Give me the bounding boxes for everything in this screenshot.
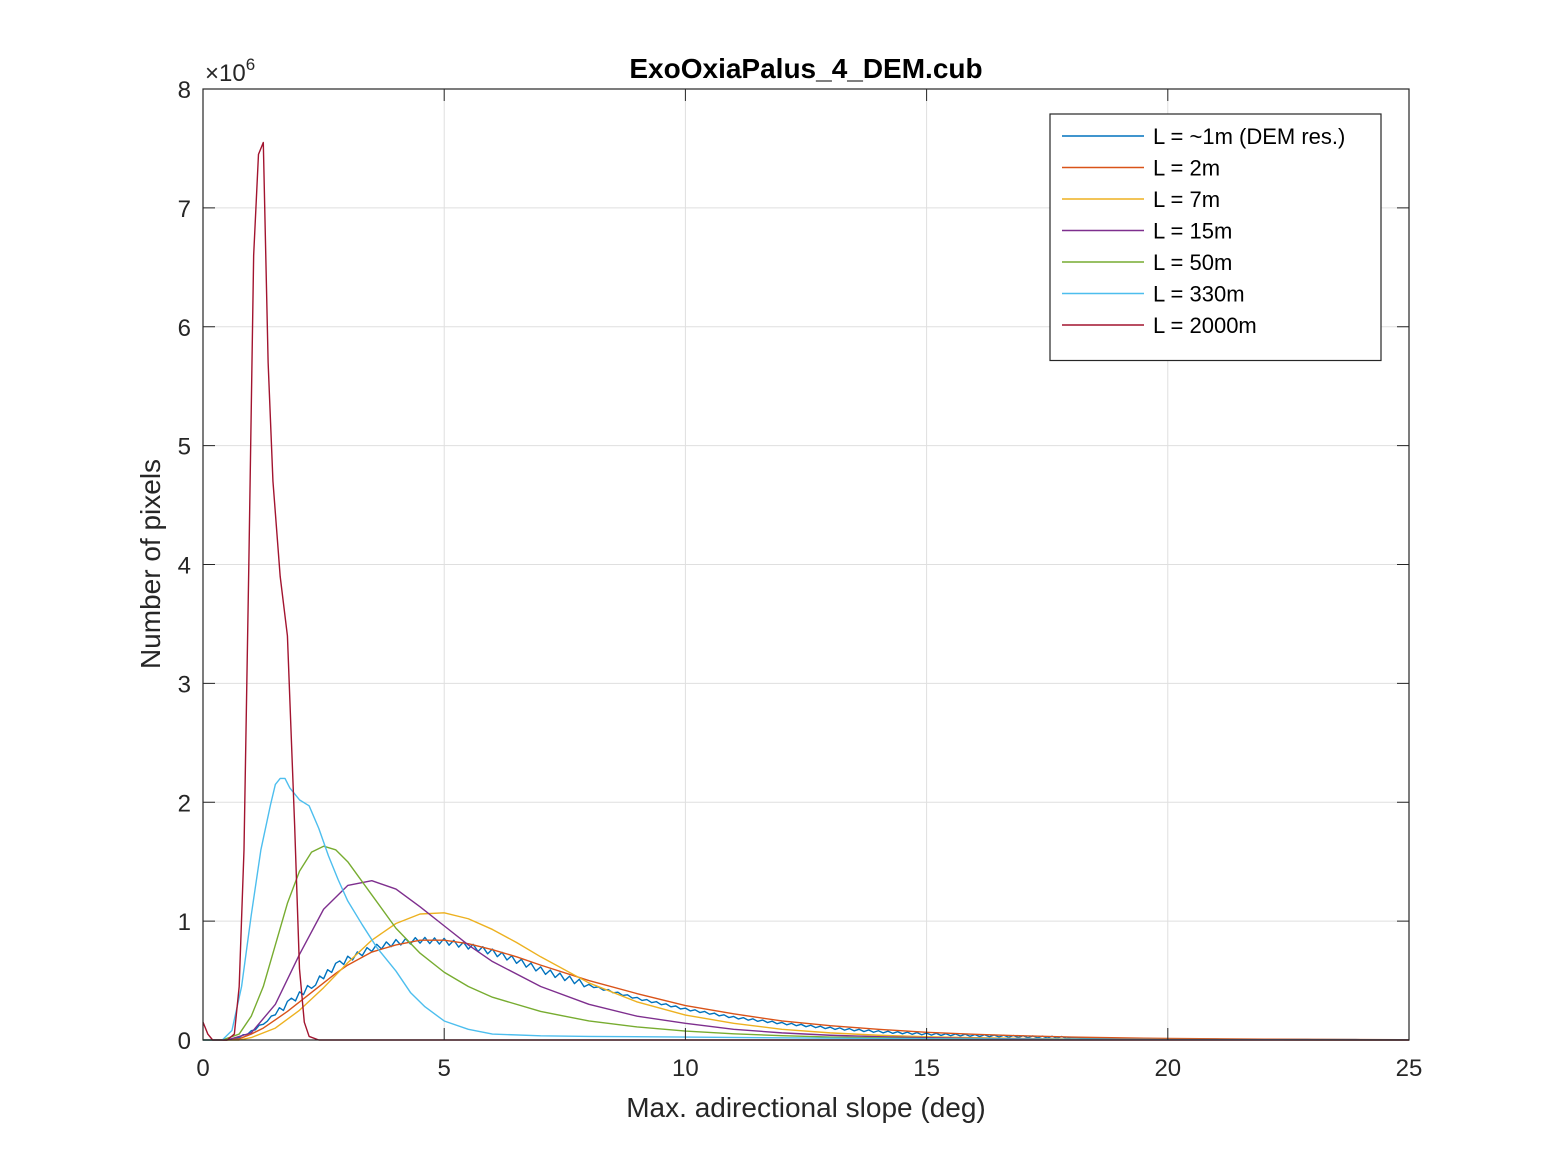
y-axis-label: Number of pixels	[135, 459, 166, 669]
series-lines	[202, 141, 1410, 1041]
y-exponent-power: 6	[246, 55, 255, 74]
y-tick-label: 2	[178, 790, 191, 817]
axis-labels: ExoOxiaPalus_4_DEM.cub Max. adirectional…	[135, 53, 986, 1123]
y-tick-label: 1	[178, 909, 191, 936]
x-tick-label: 0	[196, 1055, 209, 1082]
legend-label: L = 15m	[1153, 219, 1232, 244]
y-tick-label: 0	[178, 1028, 191, 1055]
y-tick-label: 7	[178, 196, 191, 223]
series-line-6	[203, 777, 1410, 1041]
y-tick-label: 3	[178, 671, 191, 698]
legend-label: L = 330m	[1153, 282, 1245, 307]
y-exponent-multiplier: ×106	[205, 55, 255, 87]
x-tick-label: 20	[1154, 1055, 1181, 1082]
x-tick-label: 5	[438, 1055, 451, 1082]
x-axis-label: Max. adirectional slope (deg)	[626, 1092, 986, 1123]
legend-label: L = 50m	[1153, 250, 1232, 275]
chart-title: ExoOxiaPalus_4_DEM.cub	[629, 53, 982, 84]
legend: L = ~1m (DEM res.) L = 2m L = 7m L = 15m L =…	[1049, 113, 1382, 362]
x-tick-label: 10	[672, 1055, 699, 1082]
legend-label: L = 2000m	[1153, 313, 1257, 338]
series-line-7	[202, 141, 1409, 1041]
x-tick-label: 25	[1396, 1055, 1423, 1082]
series-line-4	[203, 880, 1410, 1041]
legend-label: L = ~1m (DEM res.)	[1153, 124, 1345, 149]
series-line-5	[203, 845, 1410, 1041]
legend-label: L = 2m	[1153, 156, 1220, 181]
y-tick-label: 5	[178, 434, 191, 461]
y-tick-label: 8	[178, 77, 191, 104]
x-tick-label: 15	[913, 1055, 940, 1082]
legend-label: L = 7m	[1153, 187, 1220, 212]
y-tick-label: 4	[178, 553, 191, 580]
series-line-2	[203, 939, 1410, 1041]
y-tick-label: 6	[178, 315, 191, 342]
legend-box	[1049, 113, 1382, 362]
axis-ticks: 0 5 10 15 20 25 0 1 2 3 4 5 6 7 8	[178, 77, 1423, 1082]
